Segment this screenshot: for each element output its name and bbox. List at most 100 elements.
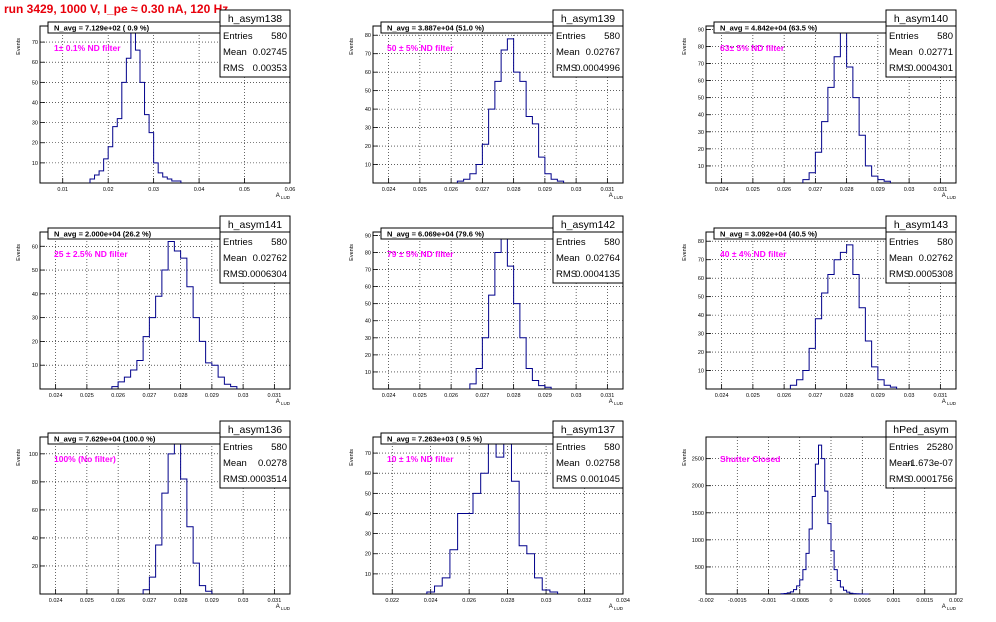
histogram-outline [456,38,565,183]
histogram-bar [181,479,187,594]
histogram-bar [193,563,199,594]
y-tick-label: 20 [32,564,38,570]
stats-value: 0.001045 [580,474,620,485]
x-tick-label: 0.029 [871,393,885,399]
histogram-bar [193,318,199,389]
stats-label: Entries [889,237,919,248]
histogram-outline [111,241,238,389]
x-tick-label: 0.002 [949,598,963,604]
histogram-panel: 0.024 0.025 0.026 0.027 0.028 0.029 0.03 0.031 1… [682,9,957,200]
x-tick-label: 0.027 [142,598,156,604]
histogram-bar [117,119,122,183]
histogram-bar [815,319,821,389]
histogram-name: h_asym137 [561,424,615,436]
histogram-bar [167,179,172,183]
stats-value: 25280 [927,442,953,453]
histogram-bar [145,115,150,183]
histogram-bar [853,274,859,389]
histogram-bar [489,295,495,389]
x-tick-label: 0.024 [49,393,63,399]
y-axis-label: Events [682,449,688,466]
y-tick-label: 20 [32,141,38,147]
y-tick-label: 10 [365,370,371,376]
histogram-bar [828,87,834,183]
stats-label: Entries [223,31,253,42]
histogram-bar [104,159,109,183]
stats-label: RMS [223,474,244,485]
histogram-name: h_asym142 [561,219,615,231]
stats-label: Mean [889,458,913,469]
x-tick-label: 0.024 [49,598,63,604]
histogram-bar [158,173,163,183]
x-tick-label: 0.025 [413,187,427,193]
histogram-bar [149,577,155,594]
filter-label: 63± 5% ND filter [720,43,785,53]
x-tick-label: 0.032 [578,598,592,604]
y-tick-label: 1500 [692,511,704,517]
navg-box [380,432,554,445]
x-tick-label: 0.027 [808,187,822,193]
histogram-panel: 0.024 0.025 0.026 0.027 0.028 0.029 0.03 0.031 1… [349,9,624,200]
histogram-bar [206,363,212,389]
stats-value: 0.0004301 [908,63,953,74]
histogram-bar [156,545,162,594]
y-tick-label: 2500 [692,457,704,463]
histogram-bar [143,337,149,389]
y-tick-label: 40 [32,536,38,542]
stats-value: 0.0278 [258,458,287,469]
histogram-bar [822,122,828,183]
y-axis-label: Events [682,244,688,261]
stats-label: RMS [556,63,577,74]
histogram-bar [532,380,538,389]
navg-box [47,227,221,240]
histogram-bar [174,251,180,389]
x-tick-label: 0.031 [933,187,947,193]
histogram-bar [163,177,168,183]
x-tick-label: 0.024 [424,598,438,604]
navg-label: N_avg = 7.629e+04 (100.0 %) [54,435,156,444]
histogram-panel: 0.022 0.024 0.026 0.028 0.03 0.032 0.034 10 20 30… [349,420,630,611]
x-axis-label: A LUD [276,193,291,200]
y-tick-label: 50 [32,268,38,274]
y-tick-label: 20 [698,350,704,356]
y-tick-label: 1000 [692,538,704,544]
x-tick-label: 0.031 [600,187,614,193]
histogram-bar [511,481,519,594]
stats-label: Mean [889,253,913,264]
x-tick-label: 0.02 [103,187,114,193]
x-tick-label: 0.026 [444,393,458,399]
y-tick-label: 30 [365,336,371,342]
navg-label: N_avg = 3.887e+04 (51.0 %) [387,24,485,33]
histogram-bar [504,443,512,594]
histogram-bar [488,443,496,594]
y-tick-label: 10 [698,369,704,375]
y-tick-label: 30 [698,130,704,136]
histogram-bar [442,578,450,594]
x-axis-label: A LUD [276,399,291,406]
histogram-bar [212,365,218,389]
y-tick-label: 70 [32,40,38,46]
histogram-bar [495,252,501,389]
histogram-bar [527,554,535,594]
stats-value: -1.673e-07 [907,458,953,469]
y-tick-label: 20 [365,353,371,359]
y-tick-label: 90 [698,27,704,33]
navg-box [47,432,221,445]
histogram-bar [473,493,481,594]
x-tick-label: 0.027 [142,393,156,399]
histogram-name: h_asym141 [228,219,282,231]
stats-label: Mean [223,47,247,58]
histogram-bar [532,124,538,183]
histogram-outline [469,238,552,389]
y-tick-label: 70 [365,52,371,58]
filter-label: 100% (No filter) [54,454,116,464]
histogram-bar [847,245,853,389]
stats-label: Mean [223,253,247,264]
histogram-bar [126,58,131,183]
x-tick-label: 0.027 [808,393,822,399]
histogram-bar [464,179,470,183]
x-tick-label: -0.002 [698,598,714,604]
histogram-name: h_asym138 [228,13,282,25]
x-tick-label: 0.025 [413,393,427,399]
histogram-bar [535,578,543,594]
